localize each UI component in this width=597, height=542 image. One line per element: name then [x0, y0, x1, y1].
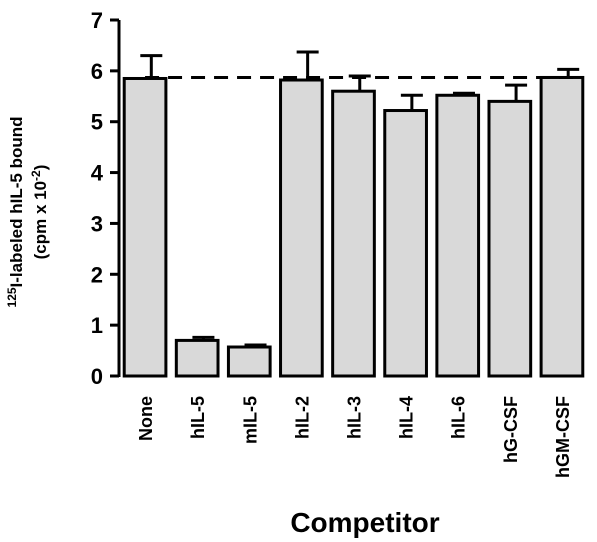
- y-tick-label: 0: [91, 364, 103, 389]
- y-axis-title-superscript: 125: [5, 287, 19, 307]
- y-tick-label: 1: [91, 313, 103, 338]
- y-tick-label: 6: [91, 59, 103, 84]
- x-axis-title: Competitor: [290, 507, 439, 538]
- bar-hil-3: [331, 89, 376, 378]
- y-tick-label: 5: [91, 110, 103, 135]
- x-tick-label-hgm-csf: hGM-CSF: [553, 396, 573, 478]
- y-axis-title-text: I-labeled hIL-5 bound: [7, 117, 26, 288]
- y-axis-units-prefix: (cpm x 10: [31, 181, 50, 259]
- x-tick-label-hil-4: hIL-4: [397, 396, 417, 439]
- bar-hgm-csf: [539, 75, 585, 378]
- y-axis-units-exponent: -2: [29, 170, 43, 181]
- bar-hil-5: [174, 338, 220, 378]
- bar-none: [122, 76, 168, 378]
- x-tick-label-hil-6: hIL-6: [449, 396, 469, 439]
- y-tick-label: 7: [91, 8, 103, 33]
- error-bars-group: [140, 50, 580, 348]
- x-tick-label-hil-5: hIL-5: [188, 396, 208, 439]
- bar-hil-6: [435, 93, 481, 378]
- x-tick-label-hil-3: hIL-3: [345, 396, 365, 439]
- y-tick-label: 3: [91, 211, 103, 236]
- x-tick-label-mil-5: mIL-5: [240, 396, 260, 444]
- y-ticks-group: 0 1 2 3 4 5 6 7: [91, 8, 119, 389]
- x-tick-labels-group: None hIL-5 mIL-5 hIL-2 hIL-3 hIL-4 hIL-6 hG-CSF…: [136, 396, 573, 478]
- y-axis-units-suffix: ): [31, 165, 50, 171]
- y-axis-title: 125I-labeled hIL-5 bound (cpm x 10-2): [5, 117, 50, 308]
- y-axis-title-line2: (cpm x 10-2): [29, 165, 50, 260]
- bar-hil-2: [279, 78, 324, 378]
- y-axis-title-line1: 125I-labeled hIL-5 bound: [5, 117, 26, 308]
- bars-group: [122, 75, 585, 378]
- y-tick-label: 4: [91, 161, 104, 186]
- bar-hil-4: [383, 109, 428, 378]
- bar-mil-5: [226, 345, 272, 378]
- x-tick-label-hil-2: hIL-2: [292, 396, 312, 439]
- x-tick-label-none: None: [136, 396, 156, 441]
- bar-hg-csf: [487, 99, 533, 378]
- y-tick-label: 2: [91, 262, 103, 287]
- x-tick-label-hg-csf: hG-CSF: [501, 396, 521, 463]
